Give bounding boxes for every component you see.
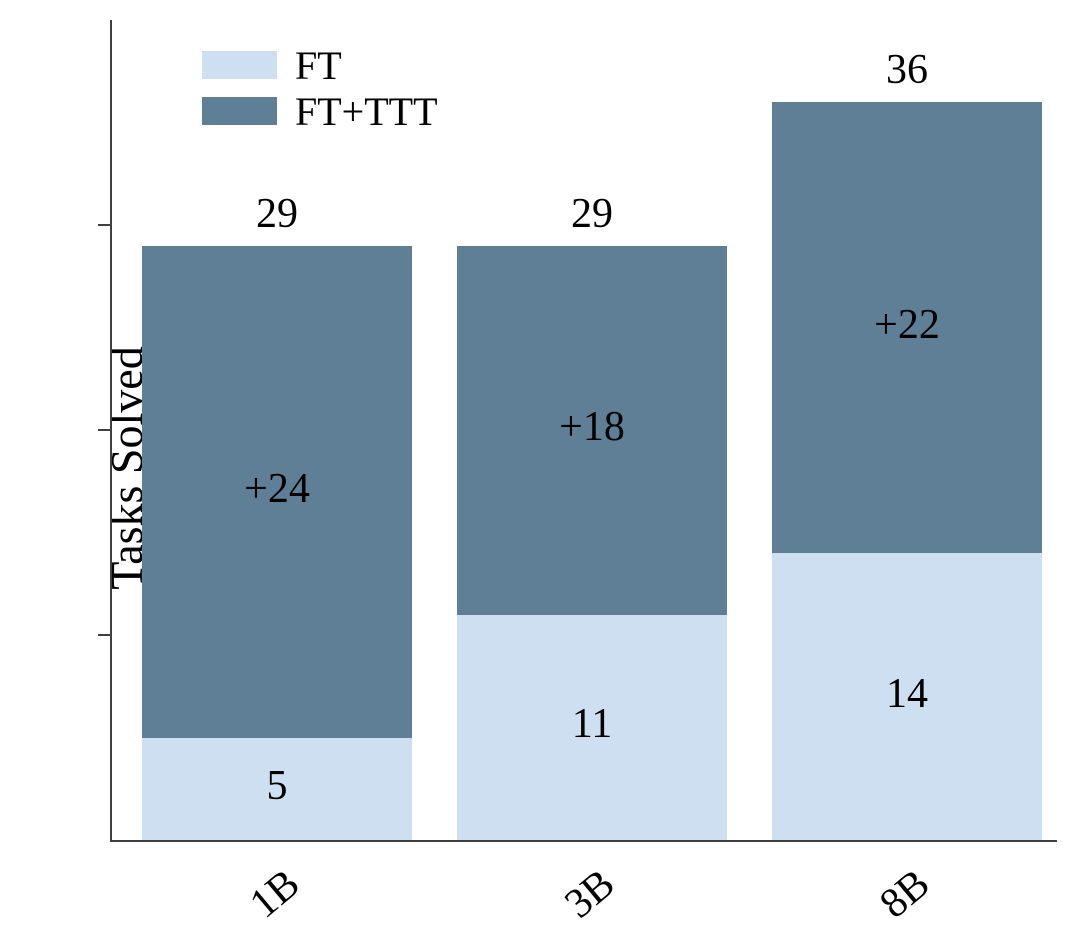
bar-total-label: 29 bbox=[457, 190, 727, 238]
x-tick-label: 1B bbox=[229, 850, 321, 938]
bar-value-ft: 5 bbox=[142, 762, 412, 810]
y-tick bbox=[98, 634, 112, 636]
bar-value-increment: +18 bbox=[457, 403, 727, 451]
legend-label: FT+TTT bbox=[295, 88, 438, 135]
bar-total-label: 36 bbox=[772, 46, 1042, 94]
bar-value-ft: 11 bbox=[457, 700, 727, 748]
bar-group: 14+2236 bbox=[772, 102, 1042, 840]
chart-container: Tasks Solved 5+242911+182914+2236 FTFT+T… bbox=[0, 0, 1080, 936]
bar-group: 5+2429 bbox=[142, 246, 412, 841]
bar-value-increment: +24 bbox=[142, 465, 412, 513]
bars-layer: 5 +24 29 11 +18 29 14 +22 36 bbox=[112, 20, 1057, 840]
bar-group: 11+1829 bbox=[457, 246, 727, 841]
bar-value-increment: +22 bbox=[772, 301, 1042, 349]
plot-area: 5 +24 29 11 +18 29 14 +22 36 FTFT+TTT bbox=[110, 20, 1057, 842]
x-tick-label: 8B bbox=[859, 850, 951, 938]
legend-item: FT+TTT bbox=[202, 88, 438, 134]
legend-label: FT bbox=[295, 42, 342, 89]
bar-total-label: 29 bbox=[142, 190, 412, 238]
legend-swatch bbox=[202, 97, 277, 125]
y-tick bbox=[98, 429, 112, 431]
x-tick-label: 3B bbox=[544, 850, 636, 938]
y-tick bbox=[98, 224, 112, 226]
legend: FTFT+TTT bbox=[202, 42, 438, 134]
bar-value-ft: 14 bbox=[772, 670, 1042, 718]
legend-item: FT bbox=[202, 42, 438, 88]
legend-swatch bbox=[202, 51, 277, 79]
